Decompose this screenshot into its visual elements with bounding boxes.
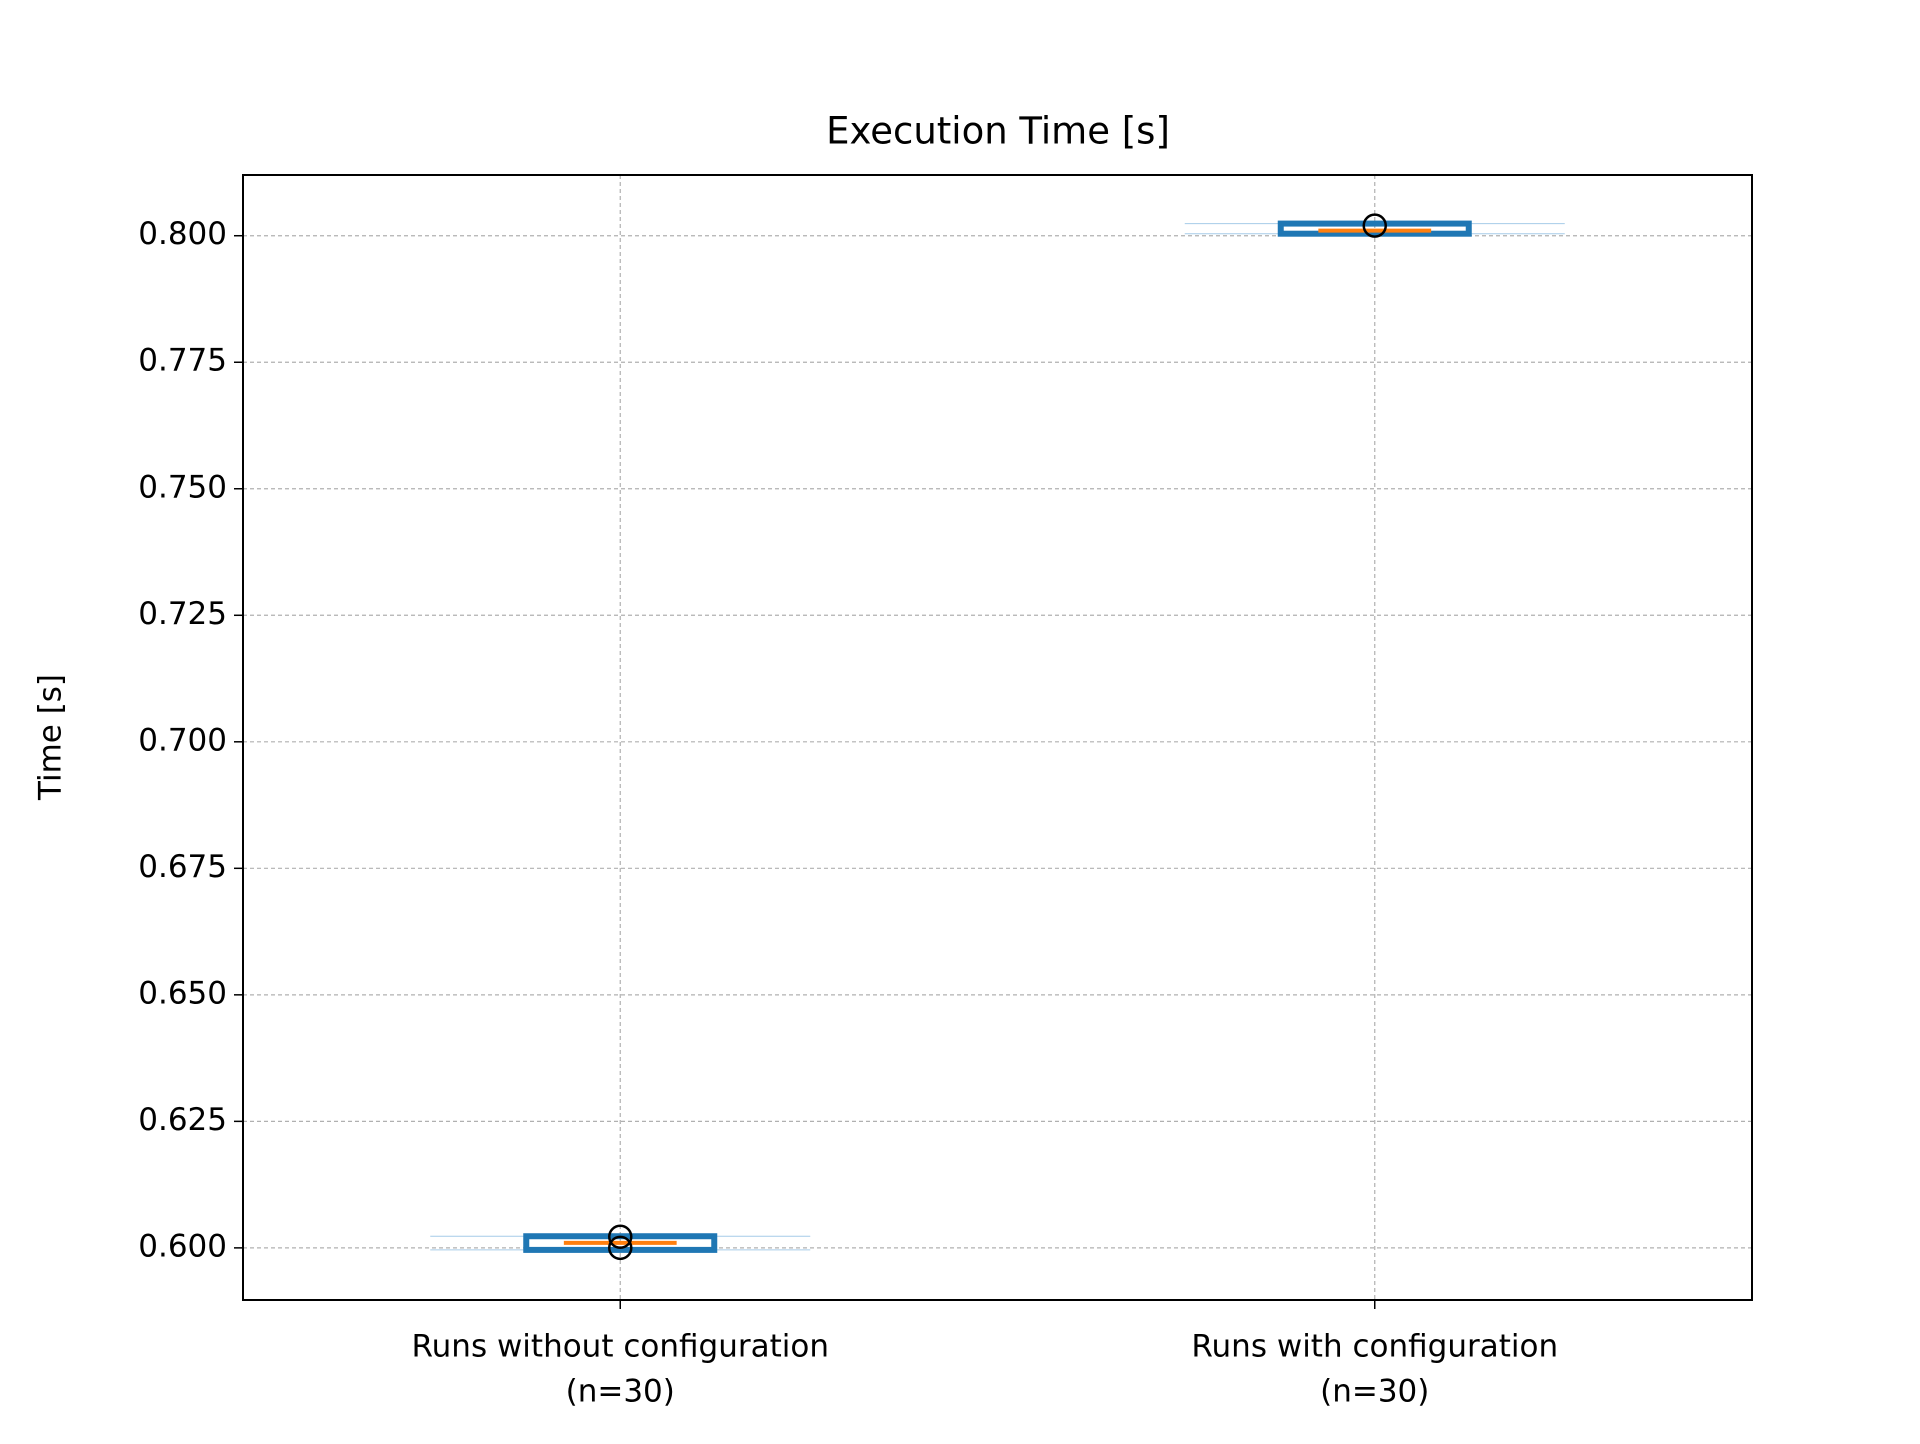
chart-title: Execution Time [s] — [826, 110, 1170, 153]
flier — [1362, 213, 1387, 238]
flier — [608, 1235, 633, 1261]
y-tick-label: 0.750 — [138, 469, 227, 505]
y-tick-label: 0.600 — [138, 1228, 227, 1264]
box — [1277, 220, 1472, 237]
y-tick-label: 0.650 — [138, 975, 227, 1011]
y-tick-label: 0.675 — [138, 849, 227, 885]
y-tick-label: 0.800 — [138, 216, 227, 252]
x-tick-label: (n=30) — [566, 1374, 675, 1410]
y-tick-label: 0.775 — [138, 343, 227, 379]
x-tick-label: (n=30) — [1320, 1374, 1429, 1410]
y-tick-label: 0.700 — [138, 722, 227, 758]
plot-frame — [242, 174, 1753, 1301]
flier — [608, 1224, 633, 1249]
y-axis-label: Time [s] — [33, 674, 69, 801]
x-tick-label: Runs with configuration — [1191, 1329, 1558, 1365]
y-tick-label: 0.625 — [138, 1102, 227, 1138]
x-tick-label: Runs without configuration — [412, 1329, 829, 1365]
y-tick-label: 0.725 — [138, 596, 227, 632]
